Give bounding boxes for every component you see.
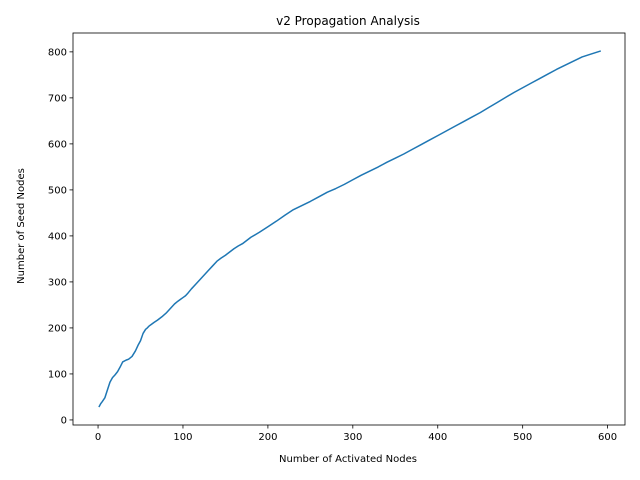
x-axis: 0 100 200 300 400 500 600 <box>95 425 617 443</box>
x-tick-label: 100 <box>173 432 192 443</box>
plot-area <box>98 50 602 408</box>
y-tick-label: 400 <box>48 231 67 242</box>
y-tick-label: 200 <box>48 323 67 334</box>
y-axis: 0 100 200 300 400 500 600 700 800 <box>48 47 73 426</box>
x-tick-label: 600 <box>598 432 617 443</box>
x-tick-label: 200 <box>258 432 277 443</box>
series-line-0 <box>98 50 602 408</box>
y-tick-label: 700 <box>48 93 67 104</box>
x-axis-label: Number of Activated Nodes <box>279 454 417 465</box>
chart-title: v2 Propagation Analysis <box>276 14 420 28</box>
x-tick-label: 0 <box>95 432 101 443</box>
y-tick-label: 0 <box>61 415 67 426</box>
x-tick-label: 300 <box>343 432 362 443</box>
x-tick-label: 400 <box>428 432 447 443</box>
y-axis-label: Number of Seed Nodes <box>16 168 27 284</box>
y-tick-label: 600 <box>48 139 67 150</box>
plot-frame <box>72 32 626 426</box>
y-tick-label: 300 <box>48 277 67 288</box>
x-tick-label: 500 <box>513 432 532 443</box>
y-tick-label: 100 <box>48 369 67 380</box>
y-tick-label: 500 <box>48 185 67 196</box>
y-tick-label: 800 <box>48 47 67 58</box>
